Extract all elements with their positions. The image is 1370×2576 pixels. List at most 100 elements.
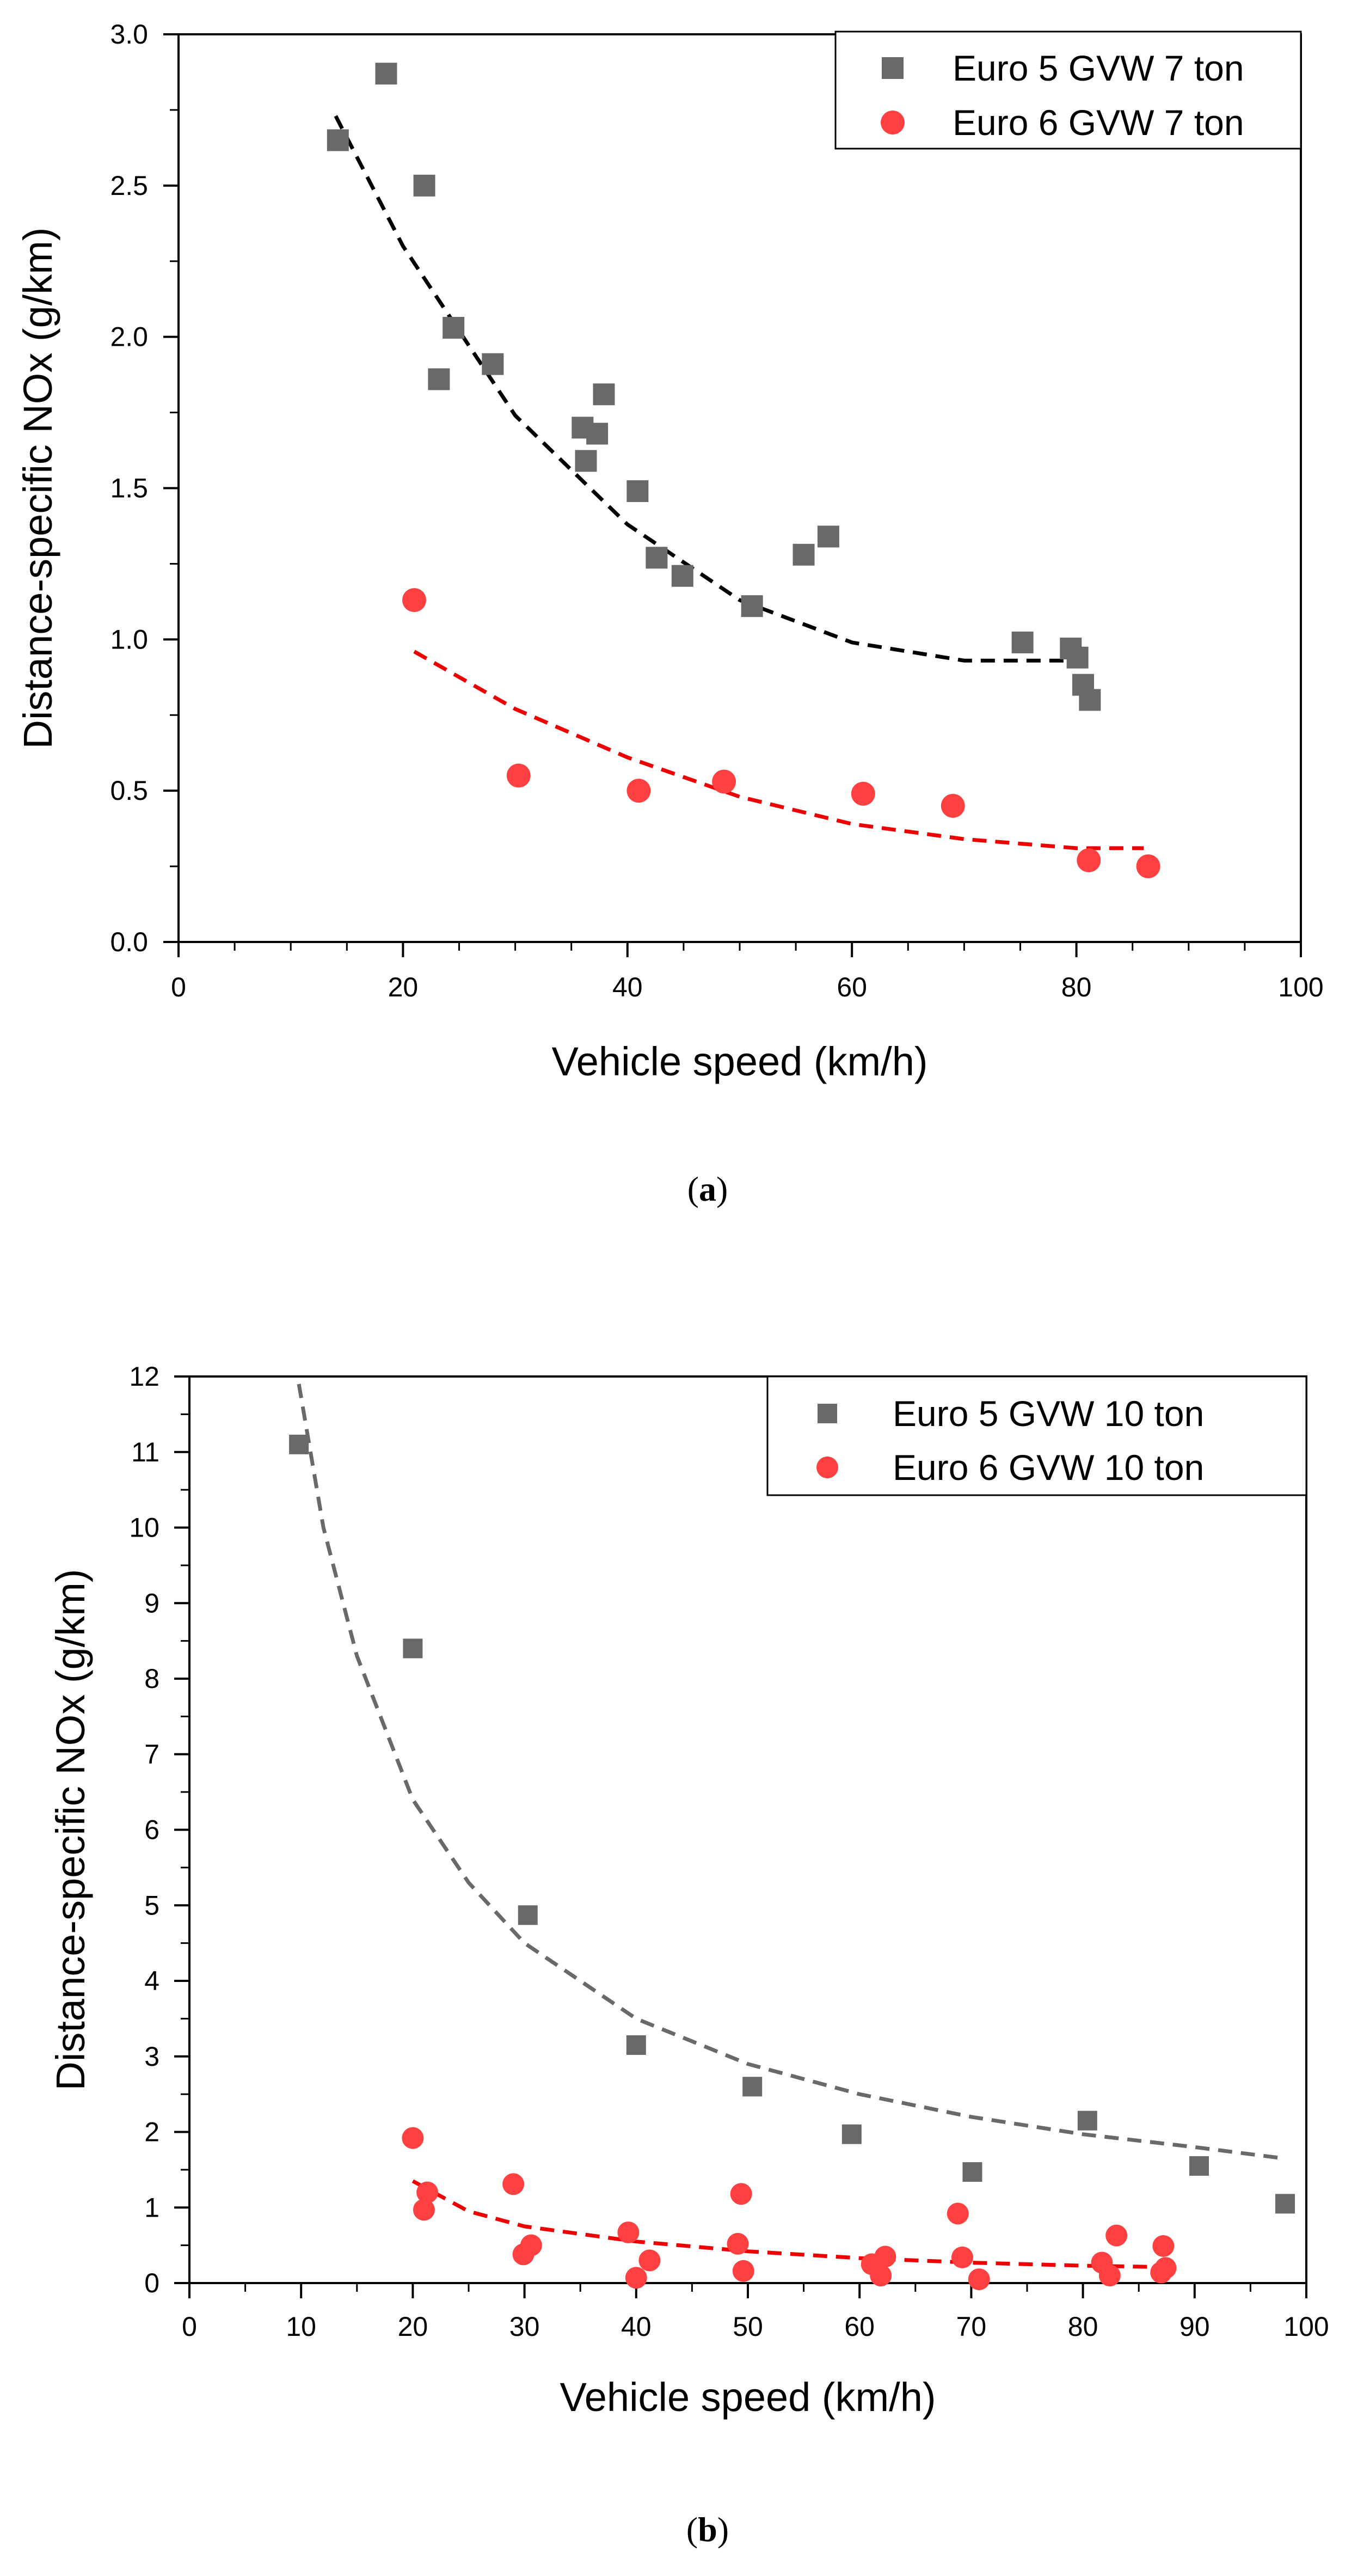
caption-paren-open: ( bbox=[686, 2510, 698, 2549]
data-point-circle bbox=[947, 2202, 969, 2225]
x-tick-label: 40 bbox=[612, 972, 643, 1002]
legend: Euro 5 GVW 10 ton Euro 6 GVW 10 ton bbox=[766, 1375, 1307, 1496]
data-point-circle bbox=[951, 2246, 973, 2268]
data-point-square bbox=[646, 547, 668, 569]
data-point-square bbox=[428, 368, 450, 390]
y-tick-label: 4 bbox=[144, 1966, 159, 1996]
legend-box bbox=[766, 1375, 1307, 1496]
data-point-circle bbox=[941, 793, 965, 818]
chart-a: 0 20 40 60 80 100 0.0 0.5 1.0 1.5 2.0 2.5 3.0 Vehicle… bbox=[15, 19, 1324, 1208]
series-1 bbox=[289, 1384, 1295, 2214]
data-point-circle bbox=[727, 2232, 749, 2255]
data-point-circle bbox=[712, 769, 736, 794]
data-point-square bbox=[1079, 689, 1101, 711]
series-2 bbox=[402, 2127, 1177, 2291]
y-tick-label: 0 bbox=[144, 2268, 159, 2298]
figure-caption: (b) bbox=[686, 2510, 729, 2549]
data-point-circle bbox=[625, 2267, 647, 2289]
legend: Euro 5 GVW 7 ton Euro 6 GVW 7 ton bbox=[834, 30, 1302, 150]
x-tick-label: 40 bbox=[621, 2311, 652, 2342]
data-point-circle bbox=[502, 2173, 525, 2195]
caption-paren-close: ) bbox=[717, 2510, 729, 2549]
y-tick-label: 11 bbox=[131, 1437, 159, 1467]
legend-marker-circle bbox=[816, 1457, 838, 1478]
data-point-square bbox=[841, 2124, 862, 2144]
data-point-square bbox=[1189, 2156, 1209, 2176]
y-tick-label: 1.5 bbox=[110, 473, 148, 504]
data-point-square bbox=[327, 129, 349, 151]
data-point-circle bbox=[626, 779, 651, 803]
data-point-square bbox=[443, 316, 465, 339]
legend-marker-square bbox=[882, 57, 904, 79]
data-point-square bbox=[626, 480, 649, 503]
y-tick-label: 6 bbox=[144, 1815, 159, 1845]
y-tick-label: 8 bbox=[144, 1663, 159, 1694]
x-tick-label: 0 bbox=[171, 972, 186, 1002]
data-point-square bbox=[1077, 2110, 1097, 2131]
data-point-square bbox=[518, 1905, 538, 1925]
x-tick-label: 60 bbox=[837, 972, 867, 1002]
y-tick-label: 5 bbox=[144, 1890, 159, 1920]
y-tick-label: 12 bbox=[129, 1361, 159, 1392]
data-point-square bbox=[626, 2035, 646, 2055]
y-tick-label: 10 bbox=[129, 1513, 159, 1543]
legend-marker-square bbox=[818, 1404, 837, 1423]
y-tick-label: 2.0 bbox=[110, 322, 148, 352]
chart-b: 0 10 20 30 40 50 60 70 80 90 1000123456789101112Ve… bbox=[48, 1361, 1329, 2549]
series-2 bbox=[402, 588, 1160, 879]
data-point-circle bbox=[402, 2127, 424, 2149]
data-point-square bbox=[671, 565, 693, 587]
data-point-square bbox=[962, 2162, 982, 2182]
caption-paren-close: ) bbox=[716, 1170, 728, 1208]
x-tick-label: 70 bbox=[956, 2311, 987, 2342]
data-point-circle bbox=[1154, 2257, 1177, 2279]
data-point-circle bbox=[730, 2183, 752, 2205]
legend-label: Euro 5 GVW 10 ton bbox=[893, 1393, 1204, 1434]
x-tick-label: 80 bbox=[1068, 2311, 1098, 2342]
data-point-circle bbox=[732, 2260, 754, 2282]
legend-box bbox=[834, 30, 1302, 150]
data-point-square bbox=[817, 525, 839, 548]
legend-label: Euro 5 GVW 7 ton bbox=[953, 48, 1244, 88]
data-point-square bbox=[482, 353, 504, 375]
y-tick-label: 3 bbox=[144, 2041, 159, 2072]
x-tick-label: 30 bbox=[509, 2311, 540, 2342]
caption-letter: b bbox=[698, 2510, 717, 2549]
data-point-circle bbox=[413, 2199, 435, 2221]
y-tick-label: 2.5 bbox=[110, 170, 148, 201]
data-point-square bbox=[1275, 2194, 1295, 2214]
data-point-square bbox=[413, 174, 435, 197]
x-tick-label: 0 bbox=[182, 2311, 197, 2342]
data-point-circle bbox=[1105, 2224, 1128, 2247]
series-1 bbox=[327, 63, 1101, 711]
plot-frame bbox=[177, 33, 1302, 943]
x-tick-label: 60 bbox=[844, 2311, 875, 2342]
data-point-circle bbox=[874, 2245, 896, 2268]
y-tick-label: 1.0 bbox=[110, 624, 148, 654]
data-point-square bbox=[586, 423, 609, 445]
data-point-circle bbox=[870, 2265, 892, 2287]
fit-curve-series-2 bbox=[413, 650, 1144, 850]
y-tick-label: 0.0 bbox=[110, 927, 148, 957]
caption-letter: a bbox=[699, 1170, 716, 1208]
data-point-square bbox=[741, 595, 763, 617]
data-point-circle bbox=[520, 2234, 542, 2256]
data-point-square bbox=[742, 2077, 763, 2097]
data-point-circle bbox=[1136, 854, 1160, 879]
y-tick-label: 1 bbox=[144, 2192, 159, 2223]
fit-curve-series-1 bbox=[297, 1384, 1285, 2161]
legend-label: Euro 6 GVW 7 ton bbox=[953, 102, 1244, 143]
data-point-circle bbox=[1152, 2235, 1175, 2257]
data-point-square bbox=[289, 1434, 309, 1454]
data-point-square bbox=[403, 1638, 423, 1659]
data-point-circle bbox=[1098, 2265, 1121, 2287]
fit-curve-series-1 bbox=[334, 115, 1088, 663]
data-point-square bbox=[375, 63, 397, 85]
y-tick-label: 2 bbox=[144, 2117, 159, 2147]
legend-label: Euro 6 GVW 10 ton bbox=[893, 1447, 1204, 1488]
caption-paren-open: ( bbox=[687, 1170, 699, 1208]
x-tick-label: 100 bbox=[1278, 972, 1323, 1002]
y-tick-label: 9 bbox=[144, 1588, 159, 1618]
y-tick-label: 7 bbox=[144, 1739, 159, 1770]
